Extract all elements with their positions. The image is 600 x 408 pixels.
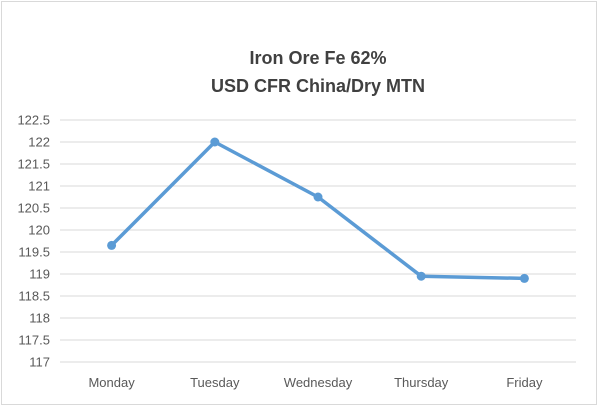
y-tick-label: 118.5 <box>18 289 50 304</box>
chart-title-line-2: USD CFR China/Dry MTN <box>211 76 425 96</box>
data-point <box>107 240 117 250</box>
y-tick-label: 119.5 <box>18 245 50 260</box>
y-tick-label: 118 <box>29 311 50 326</box>
y-tick-label: 121 <box>28 179 50 194</box>
x-tick-label: Tuesday <box>190 375 240 390</box>
y-axis-ticks: 117 117.5 118 118.5 119 119.5 120 120.5 121 121.5… <box>17 113 50 370</box>
gridlines <box>60 119 576 363</box>
data-point <box>519 273 529 283</box>
y-tick-label: 120.5 <box>17 201 50 216</box>
x-tick-label: Thursday <box>394 375 449 390</box>
series-group <box>107 137 529 283</box>
y-tick-label: 117 <box>29 355 50 370</box>
y-tick-label: 122 <box>28 135 50 150</box>
y-tick-label: 117.5 <box>18 333 50 348</box>
y-tick-label: 122.5 <box>17 113 50 128</box>
y-tick-label: 121.5 <box>17 157 50 172</box>
data-point <box>416 271 426 281</box>
x-axis-ticks: Monday Tuesday Wednesday Thursday Friday <box>88 375 542 390</box>
x-tick-label: Friday <box>506 375 543 390</box>
series-line <box>109 140 527 281</box>
x-tick-label: Wednesday <box>284 375 353 390</box>
data-point <box>313 192 323 202</box>
y-tick-label: 119 <box>29 267 50 282</box>
y-tick-label: 120 <box>28 223 50 238</box>
x-tick-label: Monday <box>88 375 135 390</box>
data-point <box>210 137 220 147</box>
chart-title-line-1: Iron Ore Fe 62% <box>249 48 386 68</box>
